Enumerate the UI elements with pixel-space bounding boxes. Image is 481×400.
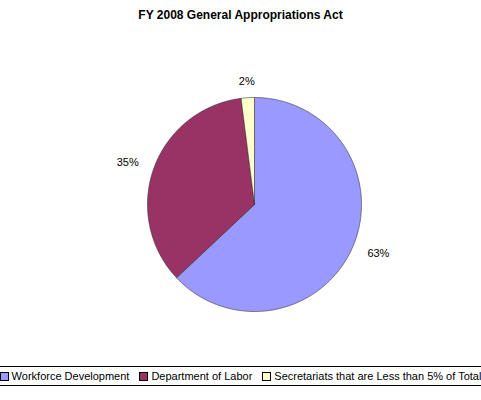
svg-text:2%: 2% — [239, 75, 255, 87]
svg-text:63%: 63% — [367, 247, 389, 259]
html-text:Department of Labor: Department of Labor — [151, 370, 253, 382]
html-text:Secretariats that are Less tha: Secretariats that are Less than 5% of To… — [274, 370, 481, 382]
svg-text:35%: 35% — [117, 156, 139, 168]
html-text:FY 2008 General Appropriations: FY 2008 General Appropriations Act — [138, 8, 343, 22]
html-text:Workforce Development: Workforce Development — [11, 370, 130, 382]
